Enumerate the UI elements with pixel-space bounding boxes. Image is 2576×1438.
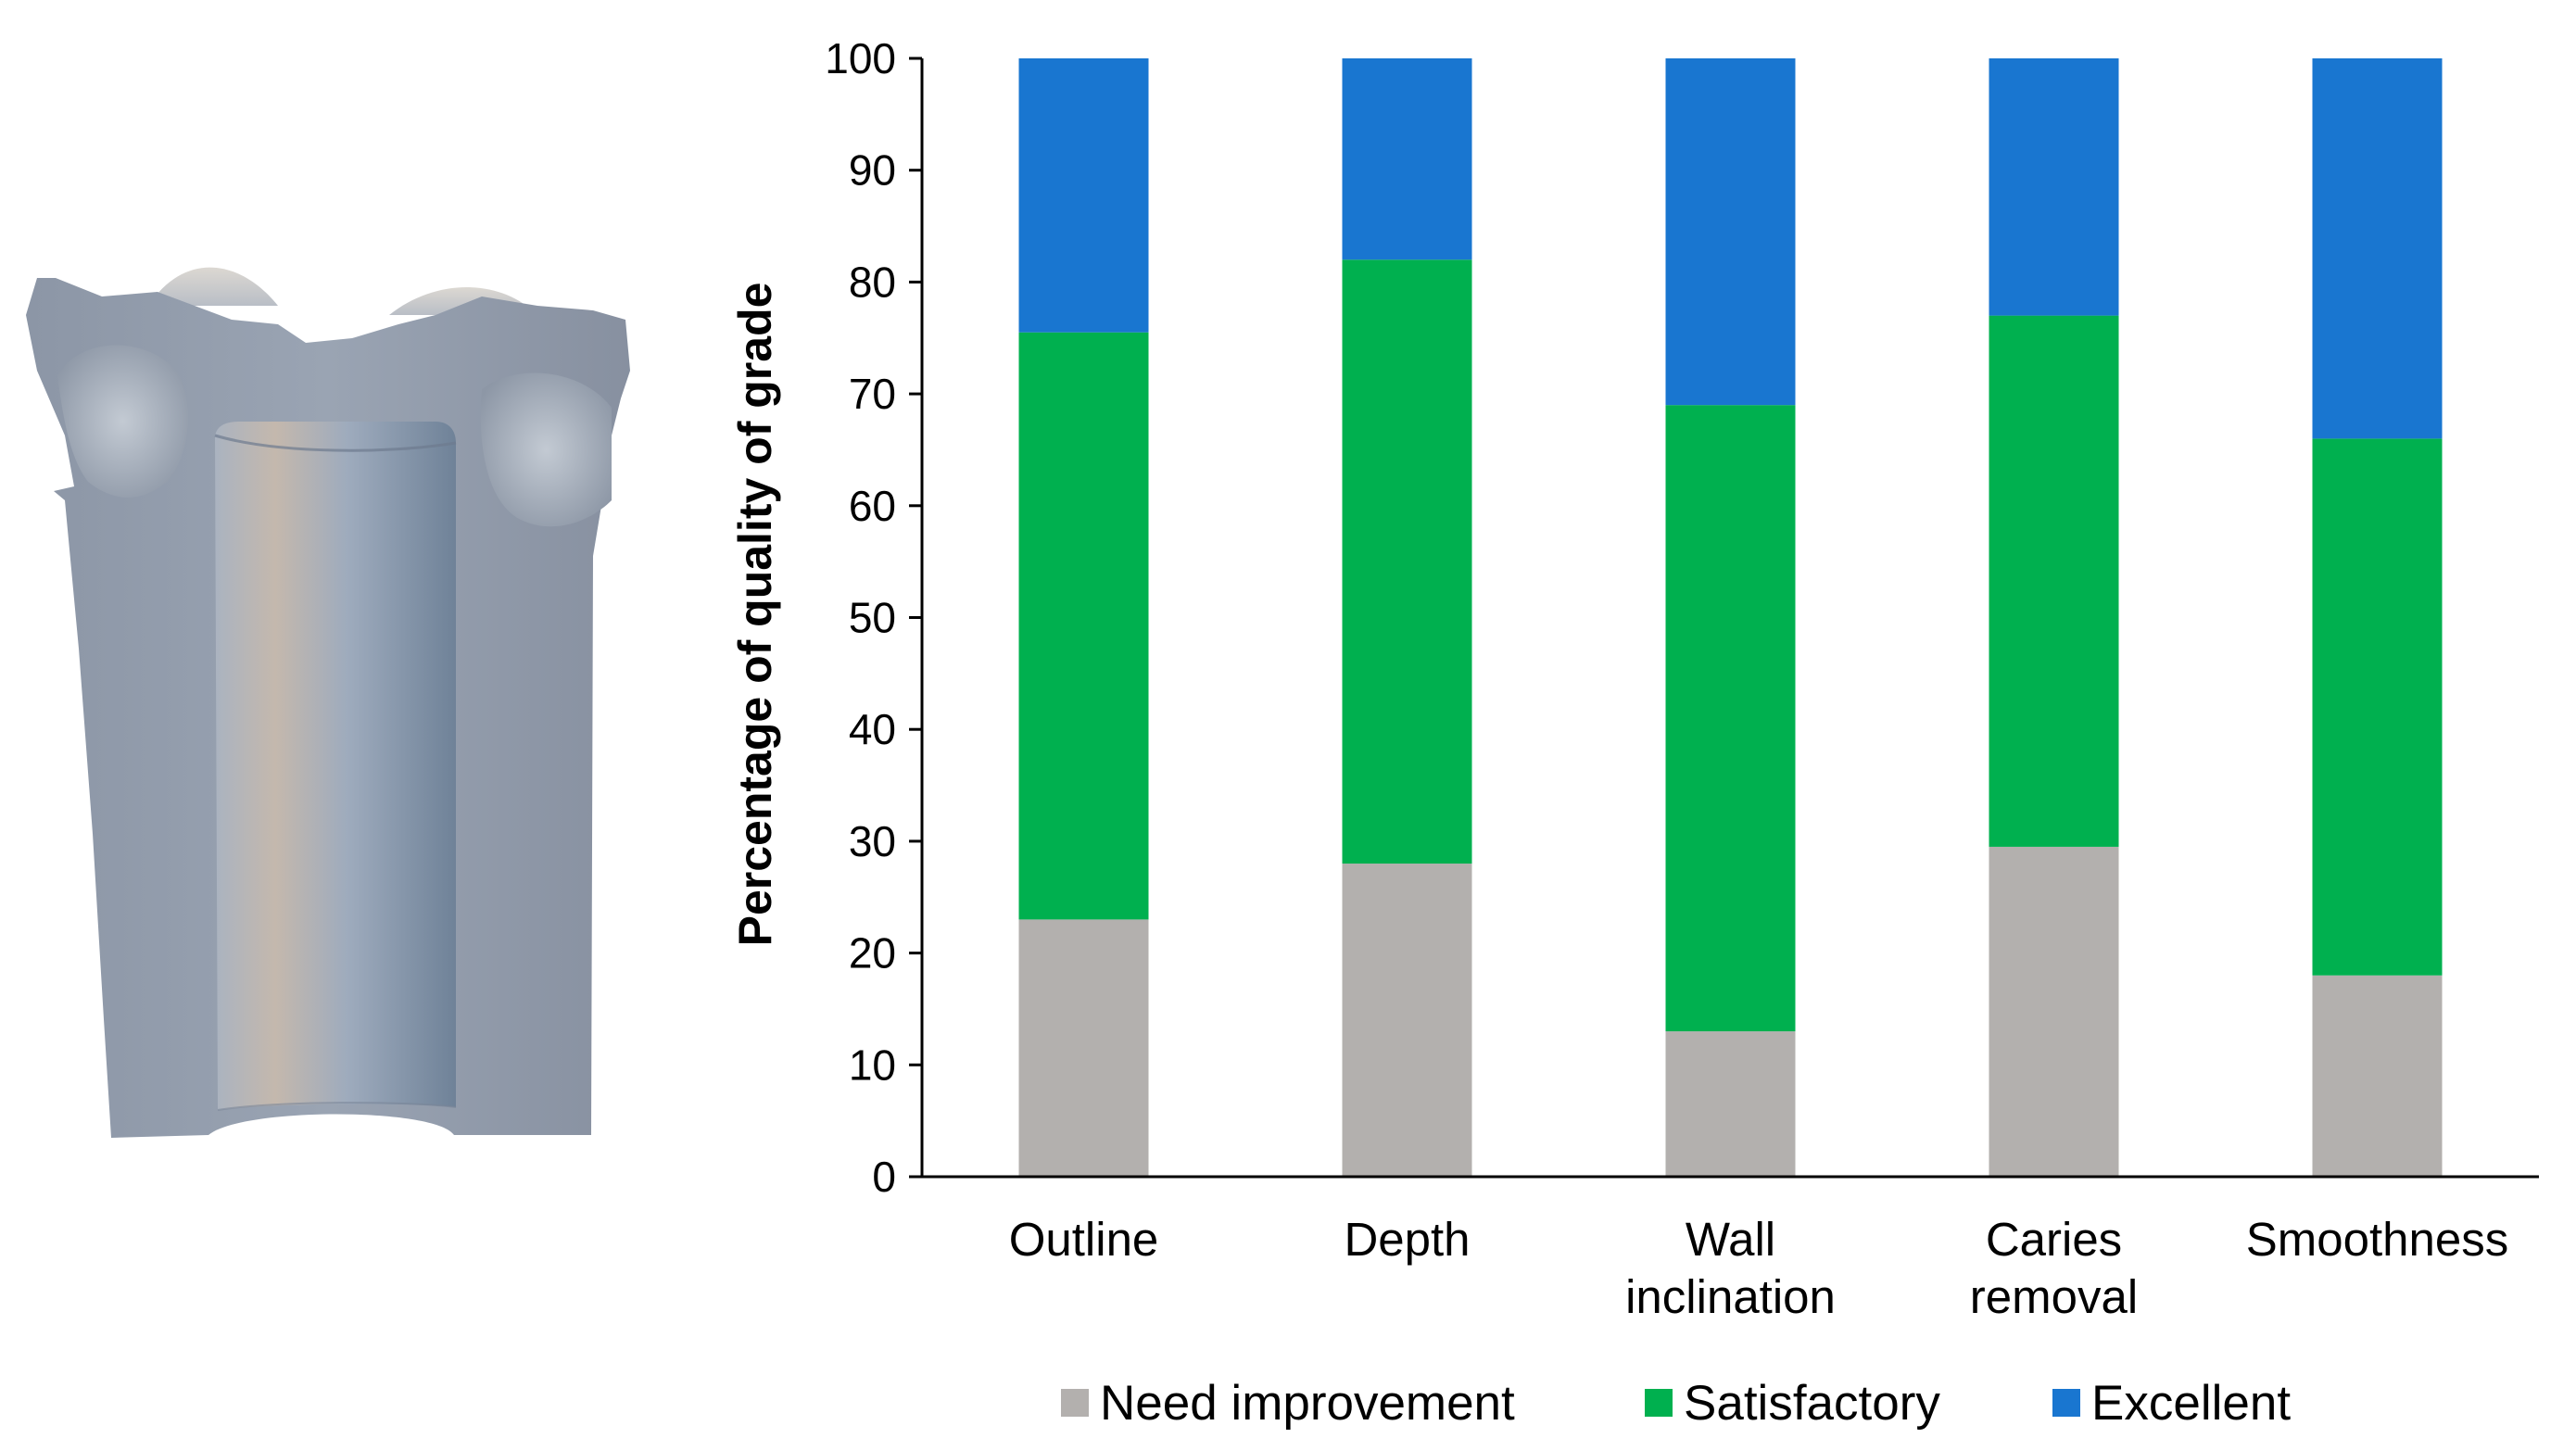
x-category-label: inclination (1625, 1270, 1836, 1323)
legend-swatch-satisfactory (1645, 1389, 1673, 1417)
legend-label-excellent: Excellent (2091, 1376, 2291, 1431)
bar-satisfactory-smoothness (2312, 438, 2443, 976)
pit-right (480, 372, 612, 527)
y-tick-label: 50 (849, 594, 896, 642)
pit-left (57, 345, 189, 498)
legend-swatch-excellent (2052, 1389, 2080, 1417)
y-ticks: 0 10 20 30 40 50 60 70 80 90 100 (825, 34, 922, 1201)
bar-excellent-smoothness (2312, 58, 2443, 439)
y-axis-label: Percentage of quality of grade (729, 283, 781, 947)
bar-need-improvement-caries-removal (1989, 846, 2119, 1177)
bar-satisfactory-depth (1342, 259, 1472, 864)
bar-excellent-outline (1018, 58, 1149, 333)
x-category-label: Wall (1686, 1213, 1775, 1266)
bar-satisfactory-wall-inclination (1665, 405, 1796, 1032)
y-tick-label: 60 (849, 482, 896, 530)
legend-label-need-improvement: Need improvement (1100, 1376, 1515, 1431)
bar-excellent-wall-inclination (1665, 58, 1796, 406)
cusp-left (148, 267, 278, 306)
y-tick-label: 0 (872, 1153, 896, 1201)
x-category-label: Caries (1986, 1213, 2122, 1266)
y-tick-label: 70 (849, 370, 896, 418)
bar-need-improvement-outline (1018, 919, 1149, 1177)
y-tick-label: 40 (849, 705, 896, 753)
bar-excellent-caries-removal (1989, 58, 2119, 316)
plot-bars (1018, 58, 2443, 1177)
y-tick-label: 10 (849, 1041, 896, 1089)
y-tick-label: 20 (849, 929, 896, 978)
legend: Need improvement Satisfactory Excellent (1061, 1376, 2291, 1431)
y-tick-label: 100 (825, 34, 896, 82)
bar-satisfactory-outline (1018, 332, 1149, 920)
x-category-label: removal (1970, 1270, 2138, 1323)
bar-need-improvement-smoothness (2312, 975, 2443, 1177)
bar-satisfactory-caries-removal (1989, 315, 2119, 847)
legend-swatch-need-improvement (1061, 1389, 1089, 1417)
legend-label-satisfactory: Satisfactory (1684, 1376, 1940, 1431)
bar-need-improvement-wall-inclination (1665, 1031, 1796, 1177)
x-category-label: Depth (1344, 1213, 1470, 1266)
cavity (215, 422, 456, 1110)
bar-excellent-depth (1342, 58, 1472, 260)
tooth-cavity-model (26, 267, 630, 1138)
x-category-label: Outline (1009, 1213, 1159, 1266)
x-category-label: Smoothness (2246, 1213, 2509, 1266)
y-tick-label: 30 (849, 817, 896, 865)
y-tick-label: 90 (849, 146, 896, 195)
bar-need-improvement-depth (1342, 864, 1472, 1177)
y-tick-label: 80 (849, 258, 896, 306)
